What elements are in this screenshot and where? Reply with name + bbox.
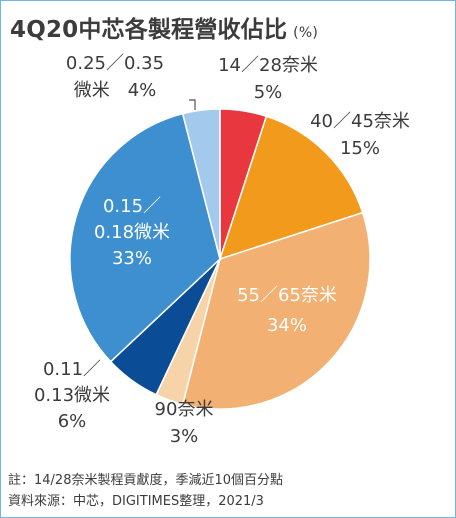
slice-label-line: 15% [340, 138, 380, 159]
pie-labels: 14／28奈米 5% 40／45奈米 15% 55／65奈米 34% 90奈米 3% 0.11／… [34, 53, 410, 447]
slice-label-line: 33% [112, 248, 152, 269]
footer-source: 資料來源：中芯，DIGITIMES整理，2021/3 [8, 494, 264, 509]
slice-label: 90奈米 3% [155, 399, 214, 447]
slice-label-line: 3% [170, 426, 199, 447]
chart-title-unit: (%) [293, 25, 318, 41]
pie-slice [218, 115, 364, 261]
chart-title-text: 4Q20中芯各製程營收佔比 [10, 17, 288, 43]
slice-label-line: 0.13微米 [34, 385, 110, 406]
slice-label-line: 0.25／0.35 [66, 53, 164, 74]
slice-label: 0.11／ 0.13微米 6% [34, 359, 110, 432]
slice-label-line: 0.15／ [103, 196, 161, 217]
footer: 註：14/28奈米製程貢獻度，季減近10個百分點 資料來源：中芯，DIGITIM… [8, 470, 448, 512]
slice-label-line: 90奈米 [155, 399, 214, 420]
pie-slice [181, 211, 371, 410]
pie-slices [69, 108, 371, 410]
slice-label-line: 0.18微米 [94, 222, 170, 243]
slice-label: 0.15／ 0.18微米 33% [94, 196, 170, 269]
slice-label-line: 34% [267, 315, 307, 336]
slice-label: 55／65奈米 34% [237, 285, 337, 336]
slice-label-line: 55／65奈米 [237, 285, 337, 306]
slice-label-line: 0.11／ [43, 359, 101, 380]
slice-label-line: 40／45奈米 [310, 111, 410, 132]
slice-label: 0.25／0.35 微米 4% [66, 53, 164, 101]
slice-label-line: 5% [254, 82, 283, 103]
leader-line [189, 99, 196, 110]
slice-label-line: 微米 4% [74, 80, 157, 101]
slice-label: 40／45奈米 15% [310, 111, 410, 159]
slice-label-line: 14／28奈米 [218, 55, 318, 76]
footer-note: 註：14/28奈米製程貢獻度，季減近10個百分點 [8, 473, 284, 488]
slice-label-line: 6% [58, 411, 87, 432]
slice-label: 14／28奈米 5% [218, 55, 318, 103]
chart-title: 4Q20中芯各製程營收佔比 (%) [10, 10, 318, 44]
pie-slice [69, 112, 221, 363]
pie-slice [181, 108, 221, 260]
